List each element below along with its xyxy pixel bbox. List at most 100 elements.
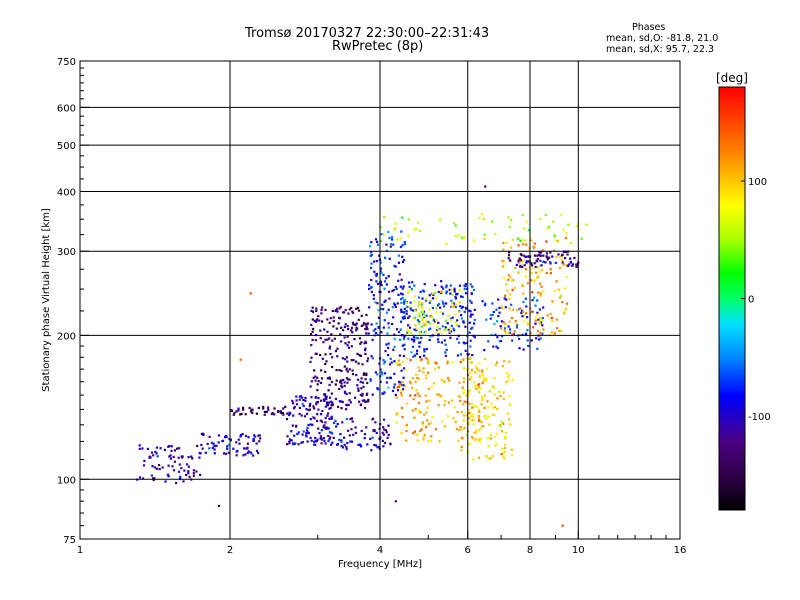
data-point [401,344,404,347]
data-point [519,253,522,256]
data-point [460,236,463,239]
data-point [469,315,472,318]
data-point [558,329,561,333]
data-point [363,406,367,410]
data-point [526,329,529,332]
data-point [493,406,497,409]
data-point [493,377,496,380]
data-point [328,383,331,386]
data-point [539,294,542,297]
data-point [321,410,324,413]
data-point [187,472,190,475]
data-point [518,261,521,265]
data-point [563,312,566,315]
data-point [172,455,175,458]
data-point [307,431,310,434]
data-point [424,394,427,397]
data-point [241,433,244,436]
data-point [213,452,216,455]
data-point [377,446,380,449]
data-point [148,455,151,458]
data-point [561,258,564,261]
data-point [444,354,447,357]
data-point [338,307,341,310]
data-point [310,344,313,347]
data-point [323,328,326,331]
data-point [533,279,536,282]
data-point [540,321,543,324]
data-point [400,394,403,397]
data-point [541,269,544,272]
data-point [418,345,421,348]
data-point [273,407,276,410]
data-point [340,326,343,329]
data-point [305,429,309,432]
data-point [531,291,534,294]
data-point [334,350,338,353]
data-point [330,380,333,384]
data-point [500,335,504,338]
data-point [315,352,318,355]
data-point [433,320,436,323]
data-point [565,263,568,266]
data-point [508,418,511,421]
data-point [410,351,413,354]
data-point [265,410,269,413]
data-point [340,440,343,443]
data-point [571,263,575,266]
data-point [523,264,526,267]
data-point [527,255,531,258]
data-point [336,347,339,350]
data-point [427,328,431,331]
data-point [293,407,296,410]
data-point [330,392,333,395]
colorbar-tick-label: -100 [748,412,771,423]
data-point [336,310,339,313]
data-point [527,344,530,348]
data-point [318,319,321,322]
data-point [403,367,406,370]
data-point [202,433,205,437]
data-point [564,287,567,290]
data-point [300,414,303,417]
data-point [426,440,430,443]
data-point [575,265,578,268]
data-point [556,239,559,243]
data-point [458,381,461,384]
data-point [503,276,506,279]
data-point [434,361,437,364]
y-axis-label: Stationary phase Virtual Height [km] [41,208,52,392]
data-point [400,301,403,304]
data-point [331,339,334,342]
data-point [515,263,518,266]
data-point [396,386,399,389]
data-point [408,326,412,329]
data-point [477,419,481,422]
data-point [518,257,521,260]
data-point [375,280,378,283]
data-point [445,290,448,293]
data-point [400,407,404,410]
data-point [482,379,485,383]
data-point [473,318,476,321]
data-point [474,431,477,434]
data-point [382,326,385,329]
data-point [426,357,429,361]
data-point [386,436,389,439]
data-point [388,297,391,300]
data-point [347,378,350,381]
data-point [468,331,471,334]
data-point [375,322,378,325]
data-point [503,443,507,446]
data-point [445,286,448,289]
data-point [425,400,428,403]
data-point [364,328,367,331]
data-point [504,437,507,440]
data-point [445,302,448,305]
data-point [387,308,390,311]
data-point [566,302,569,305]
data-point [463,284,466,287]
data-point [360,445,363,448]
data-point [374,301,377,304]
data-point [442,380,445,383]
